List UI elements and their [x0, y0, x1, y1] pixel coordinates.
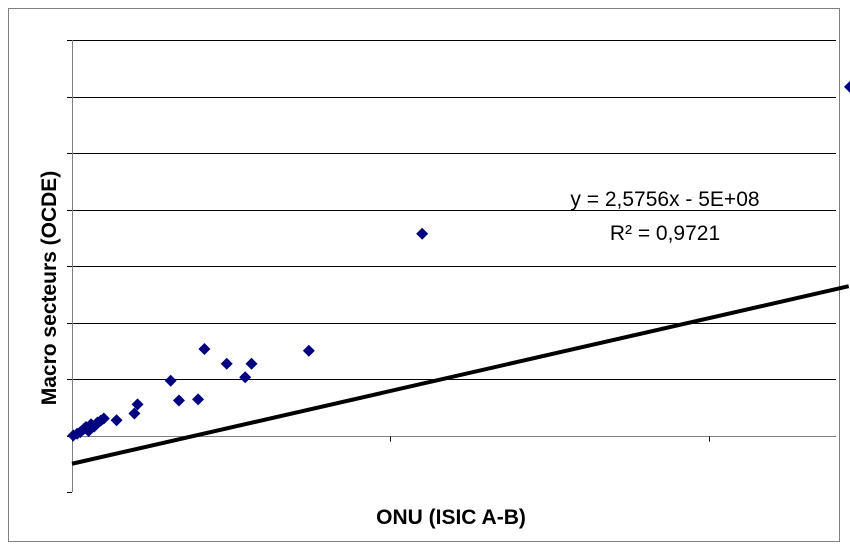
trendline-group [71, 284, 850, 466]
data-point [97, 412, 110, 425]
data-point [844, 80, 850, 93]
data-point [302, 344, 315, 357]
trendline [71, 284, 850, 466]
data-point [239, 371, 252, 384]
data-point [192, 393, 205, 406]
trendline-r-squared: R² = 0,9721 [610, 222, 720, 245]
data-point [110, 414, 123, 427]
data-point [131, 398, 144, 411]
x-axis-title: ONU (ISIC A-B) [376, 506, 526, 529]
data-point [416, 227, 429, 240]
y-axis-title: Macro secteurs (OCDE) [38, 171, 61, 406]
data-point [128, 407, 141, 420]
data-point [198, 343, 211, 356]
data-point [220, 357, 233, 370]
data-point [172, 394, 185, 407]
data-points [67, 80, 850, 442]
gridlines [72, 40, 836, 437]
data-point [164, 374, 177, 387]
trendline-equation: y = 2,5756x - 5E+08 [570, 188, 759, 211]
data-point [245, 357, 258, 370]
